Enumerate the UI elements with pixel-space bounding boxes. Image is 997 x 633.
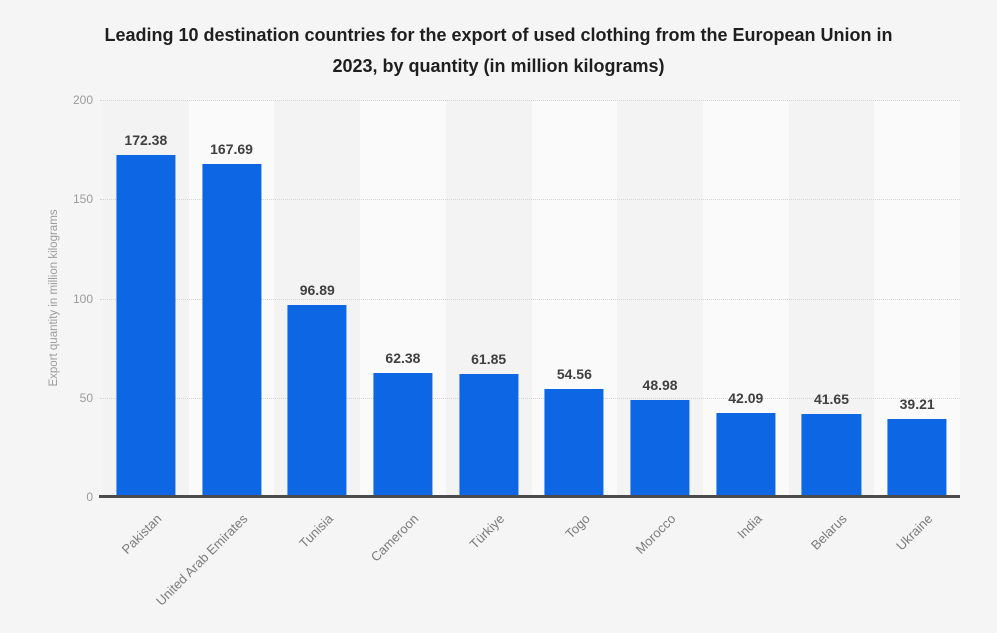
bar-value-label: 48.98 bbox=[642, 376, 678, 393]
chart-title: Leading 10 destination countries for the… bbox=[104, 25, 893, 76]
bar-value-label: 41.65 bbox=[813, 391, 849, 408]
x-axis-label: Togo bbox=[562, 511, 593, 542]
gridline bbox=[100, 100, 960, 101]
bar-value-label: 39.21 bbox=[899, 396, 935, 413]
bar-column: 172.38 Pakistan bbox=[103, 100, 189, 557]
x-axis-label: Morocco bbox=[632, 511, 679, 557]
bar-cameroon[interactable] bbox=[373, 373, 433, 497]
y-tick-label: 200 bbox=[72, 93, 93, 107]
x-axis-label: Pakistan bbox=[118, 511, 165, 557]
bar-pakistan[interactable] bbox=[116, 154, 176, 497]
x-axis-label: Tunisia bbox=[295, 511, 336, 551]
x-axis-label: Cameroon bbox=[368, 511, 422, 565]
gridline bbox=[100, 199, 960, 201]
y-tick-label: 150 bbox=[72, 192, 93, 207]
bar-value-label: 172.38 bbox=[124, 131, 168, 148]
x-axis-label: India bbox=[733, 511, 765, 542]
gridline bbox=[100, 397, 960, 399]
y-tick-label: 50 bbox=[79, 390, 93, 405]
bar-value-label: 62.38 bbox=[385, 350, 421, 367]
bar-morocco[interactable] bbox=[630, 399, 690, 497]
bar-belarus[interactable] bbox=[801, 414, 862, 497]
bar-india[interactable] bbox=[716, 413, 776, 497]
y-axis-ticks: 200 150 100 50 0 bbox=[0, 93, 93, 504]
bar-column: 96.89 Tunisia bbox=[274, 100, 361, 551]
bar-value-label: 96.89 bbox=[299, 281, 335, 298]
bar-t-rkiye[interactable] bbox=[459, 374, 519, 497]
x-axis-label: United Arab Emirates bbox=[152, 511, 251, 609]
gridlines bbox=[100, 100, 960, 497]
bar-value-label: 61.85 bbox=[471, 351, 507, 368]
plot-area: 172.38 Pakistan 167.69 United Arab Emirates… bbox=[99, 100, 961, 608]
bar-togo[interactable] bbox=[544, 388, 604, 497]
x-axis-label: Türkiye bbox=[466, 511, 508, 552]
bar-column: 167.69 United Arab Emirates bbox=[153, 100, 275, 608]
bar-value-label: 42.09 bbox=[728, 390, 764, 407]
x-axis-label: Belarus bbox=[808, 511, 851, 553]
y-tick-label: 100 bbox=[72, 291, 93, 306]
bar-ukraine[interactable] bbox=[887, 419, 947, 497]
bar-united-arab-emirates[interactable] bbox=[201, 164, 262, 497]
bar-tunisia[interactable] bbox=[287, 304, 347, 497]
y-tick-label: 0 bbox=[86, 490, 93, 504]
x-axis-baseline bbox=[99, 495, 960, 498]
gridline bbox=[100, 298, 960, 300]
bar-value-label: 54.56 bbox=[556, 365, 592, 382]
x-axis-label: Ukraine bbox=[893, 511, 936, 554]
bar-value-label: 167.69 bbox=[210, 141, 253, 158]
